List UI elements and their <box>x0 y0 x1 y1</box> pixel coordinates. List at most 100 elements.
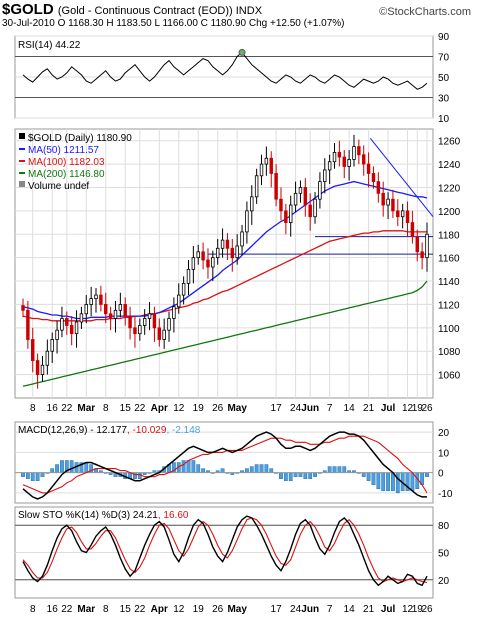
price-candle <box>157 327 162 340</box>
price-candle <box>298 187 303 194</box>
price-candle <box>342 156 346 167</box>
price-candle <box>323 169 327 183</box>
macd-histogram-bar <box>186 460 191 473</box>
macd-histogram-bar <box>283 472 288 481</box>
x-tick-label-bottom: 14 <box>344 604 356 615</box>
macd-histogram-bar <box>303 472 308 479</box>
ma200-line <box>22 280 428 387</box>
x-tick-label-bottom: Jun <box>301 604 319 615</box>
macd-y-tick-label: 20 <box>438 428 450 439</box>
x-tick-label: 21 <box>363 403 375 414</box>
price-candle <box>128 315 132 329</box>
price-candle <box>327 161 332 171</box>
price-legend-swatch <box>19 181 25 187</box>
price-candle <box>425 233 429 259</box>
price-candle <box>245 210 249 233</box>
macd-histogram-bar <box>313 472 317 477</box>
price-candle <box>142 318 147 326</box>
price-candle <box>396 210 400 218</box>
x-tick-label-bottom: 15 <box>120 604 132 615</box>
price-candle <box>45 350 50 366</box>
price-legend-entry: Volume undef <box>28 181 89 192</box>
x-tick-label: 7 <box>327 403 333 414</box>
price-candle <box>123 304 127 317</box>
price-candle <box>250 196 254 212</box>
price-legend-entry: MA(50) 1211.57 <box>28 145 99 156</box>
symbol-description: (Gold - Continuous Contract (EOD)) INDX <box>57 5 263 17</box>
price-candle <box>366 163 371 174</box>
macd-histogram-bar <box>245 468 249 473</box>
price-legend-entry: MA(200) 1146.80 <box>28 169 105 180</box>
price-candle <box>133 327 137 335</box>
macd-histogram-bar <box>50 468 55 473</box>
price-y-tick-label: 1180 <box>438 230 460 241</box>
price-y-tick-label: 1140 <box>438 277 460 288</box>
brand-logo: ©StockCharts.com <box>379 6 471 18</box>
price-candle <box>84 304 88 315</box>
price-y-tick-label: 1220 <box>438 183 461 194</box>
macd-legend-part: MACD(12,26,9) - 12.177 <box>18 425 127 436</box>
x-tick-label: 19 <box>412 403 424 414</box>
price-candle <box>21 305 25 311</box>
price-legend-swatch <box>19 133 25 139</box>
price-y-tick-label: 1060 <box>438 371 461 382</box>
price-candle <box>220 239 225 249</box>
price-candle <box>337 151 342 158</box>
price-y-tick-label: 1100 <box>438 324 460 335</box>
price-candle <box>31 339 35 361</box>
macd-histogram-bar <box>254 464 259 473</box>
macd-histogram-bar <box>55 464 59 473</box>
price-candle <box>181 282 186 296</box>
macd-histogram-bar <box>191 460 196 473</box>
rsi-overbought-marker <box>238 48 246 56</box>
macd-histogram-bar <box>293 472 298 477</box>
macd-histogram-bar <box>395 472 400 494</box>
macd-histogram-bar <box>288 472 293 481</box>
x-tick-label: 12 <box>173 403 185 414</box>
x-tick-label-bottom: Mar <box>77 604 95 615</box>
price-candle <box>376 181 381 194</box>
macd-histogram-bar <box>361 472 366 477</box>
price-y-tick-label: 1080 <box>438 347 461 358</box>
macd-histogram-bar <box>371 472 376 485</box>
macd-histogram-bar <box>196 464 201 473</box>
x-tick-label: 16 <box>47 403 59 414</box>
x-tick-label: Jun <box>301 403 319 414</box>
macd-histogram-bar <box>249 466 254 473</box>
x-tick-label: Apr <box>151 403 168 414</box>
rsi-y-tick-label: 50 <box>438 73 450 84</box>
price-trendline <box>369 138 434 218</box>
price-y-tick-label: 1240 <box>438 160 461 171</box>
macd-histogram-bar <box>259 464 264 473</box>
price-candle <box>240 231 244 247</box>
price-candle <box>352 146 356 160</box>
price-legend-entry: MA(100) 1182.03 <box>28 157 105 168</box>
rsi-y-tick-label: 30 <box>438 94 450 105</box>
x-tick-label: 19 <box>193 403 205 414</box>
price-candle <box>293 192 298 206</box>
macd-legend: MACD(12,26,9) - 12.177, -10.029, -2.148 <box>18 425 201 436</box>
price-candle <box>113 309 118 319</box>
price-candle <box>50 339 54 352</box>
price-candle <box>264 157 269 165</box>
x-tick-label-bottom: 12 <box>402 604 414 615</box>
rsi-line <box>22 51 428 90</box>
price-candle <box>362 154 366 165</box>
price-candle <box>318 181 322 200</box>
x-tick-label: 26 <box>421 403 433 414</box>
price-candle <box>108 313 113 319</box>
sto-y-tick-label: 80 <box>438 521 450 532</box>
price-candle <box>415 236 419 253</box>
x-tick-label: May <box>227 403 247 414</box>
x-tick-label: 14 <box>344 403 356 414</box>
price-candle <box>177 294 181 308</box>
x-tick-label-bottom: 8 <box>103 604 109 615</box>
ohlc-readout: 30-Jul-2010 O 1168.30 H 1183.50 L 1166.0… <box>2 18 345 29</box>
x-tick-label: 15 <box>120 403 132 414</box>
price-y-tick-label: 1260 <box>438 137 461 148</box>
macd-histogram-bar <box>366 472 371 481</box>
price-candle <box>94 294 98 299</box>
price-candle <box>26 309 30 340</box>
macd-histogram-bar <box>376 472 381 490</box>
price-candle <box>152 313 157 329</box>
